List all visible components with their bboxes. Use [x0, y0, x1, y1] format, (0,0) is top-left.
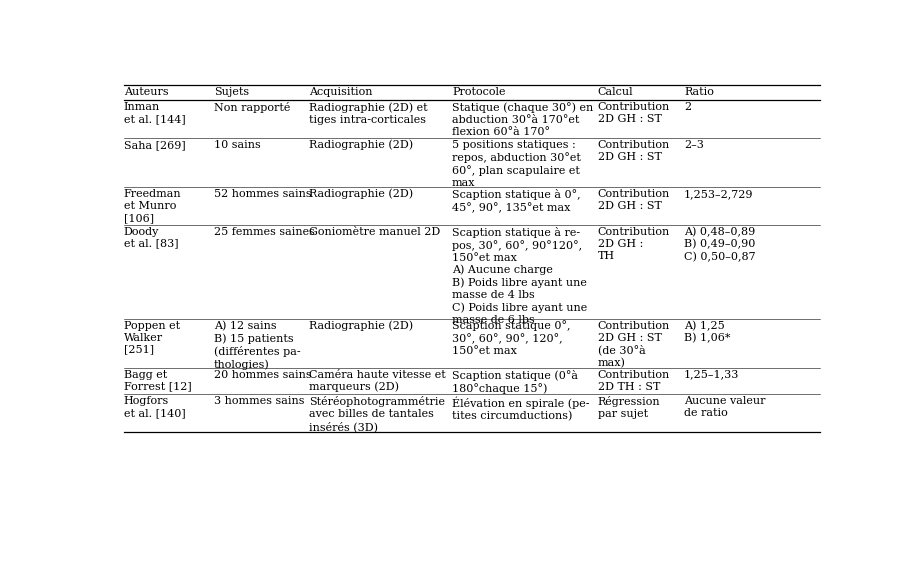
Text: A) 1,25
B) 1,06*: A) 1,25 B) 1,06* [684, 320, 730, 343]
Text: Bagg et
Forrest [12]: Bagg et Forrest [12] [123, 370, 192, 392]
Text: A) 12 sains
B) 15 patients
(différentes pa-
thologies): A) 12 sains B) 15 patients (différentes … [214, 320, 300, 369]
Text: 2–3: 2–3 [684, 140, 704, 150]
Text: Poppen et
Walker
[251]: Poppen et Walker [251] [123, 320, 180, 355]
Text: Saha [269]: Saha [269] [123, 140, 185, 150]
Text: 1,25–1,33: 1,25–1,33 [684, 370, 740, 380]
Text: Inman
et al. [144]: Inman et al. [144] [123, 102, 185, 124]
Text: 52 hommes sains: 52 hommes sains [214, 189, 311, 199]
Text: Radiographie (2D): Radiographie (2D) [309, 140, 414, 151]
Text: 2: 2 [684, 102, 691, 112]
Text: Radiographie (2D): Radiographie (2D) [309, 320, 414, 331]
Text: Contribution
2D GH : ST
(de 30°à
max): Contribution 2D GH : ST (de 30°à max) [598, 320, 670, 368]
Text: Contribution
2D GH :
TH: Contribution 2D GH : TH [598, 227, 670, 260]
Text: Acquisition: Acquisition [309, 88, 373, 98]
Text: Scaption statique 0°,
30°, 60°, 90°, 120°,
150°et max: Scaption statique 0°, 30°, 60°, 90°, 120… [452, 320, 570, 356]
Text: A) 0,48–0,89
B) 0,49–0,90
C) 0,50–0,87: A) 0,48–0,89 B) 0,49–0,90 C) 0,50–0,87 [684, 227, 755, 262]
Text: Contribution
2D TH : ST: Contribution 2D TH : ST [598, 370, 670, 392]
Text: Radiographie (2D): Radiographie (2D) [309, 189, 414, 199]
Text: Élévation en spirale (pe-
tites circumductions): Élévation en spirale (pe- tites circumdu… [452, 396, 589, 421]
Text: Protocole: Protocole [452, 88, 506, 98]
Text: Freedman
et Munro
[106]: Freedman et Munro [106] [123, 189, 181, 223]
Text: Radiographie (2D) et
tiges intra-corticales: Radiographie (2D) et tiges intra-cortica… [309, 102, 428, 125]
Text: Hogfors
et al. [140]: Hogfors et al. [140] [123, 396, 185, 418]
Text: Contribution
2D GH : ST: Contribution 2D GH : ST [598, 102, 670, 124]
Text: Doody
et al. [83]: Doody et al. [83] [123, 227, 179, 249]
Text: Régression
par sujet: Régression par sujet [598, 396, 660, 419]
Text: Ratio: Ratio [684, 88, 714, 98]
Text: Caméra haute vitesse et
marqueurs (2D): Caméra haute vitesse et marqueurs (2D) [309, 370, 446, 392]
Text: Aucune valeur
de ratio: Aucune valeur de ratio [684, 396, 765, 418]
Text: 3 hommes sains: 3 hommes sains [214, 396, 304, 406]
Text: Stéréophotogrammétrie
avec billes de tantales
insérés (3D): Stéréophotogrammétrie avec billes de tan… [309, 396, 445, 432]
Text: 5 positions statiques :
repos, abduction 30°et
60°, plan scapulaire et
max: 5 positions statiques : repos, abduction… [452, 140, 581, 188]
Text: Scaption statique à 0°,
45°, 90°, 135°et max: Scaption statique à 0°, 45°, 90°, 135°et… [452, 189, 580, 213]
Text: Non rapporté: Non rapporté [214, 102, 290, 113]
Text: Scaption statique (0°à
180°chaque 15°): Scaption statique (0°à 180°chaque 15°) [452, 370, 578, 394]
Text: 25 femmes saines: 25 femmes saines [214, 227, 314, 237]
Text: Auteurs: Auteurs [123, 88, 169, 98]
Text: Scaption statique à re-
pos, 30°, 60°, 90°120°,
150°et max
A) Aucune charge
B) P: Scaption statique à re- pos, 30°, 60°, 9… [452, 227, 588, 325]
Text: Goniomètre manuel 2D: Goniomètre manuel 2D [309, 227, 440, 237]
Text: Statique (chaque 30°) en
abduction 30°à 170°et
flexion 60°à 170°: Statique (chaque 30°) en abduction 30°à … [452, 102, 593, 137]
Text: 20 hommes sains: 20 hommes sains [214, 370, 311, 380]
Text: Contribution
2D GH : ST: Contribution 2D GH : ST [598, 140, 670, 162]
Text: Contribution
2D GH : ST: Contribution 2D GH : ST [598, 189, 670, 211]
Text: 1,253–2,729: 1,253–2,729 [684, 189, 753, 199]
Text: Calcul: Calcul [598, 88, 634, 98]
Text: 10 sains: 10 sains [214, 140, 261, 150]
Text: Sujets: Sujets [214, 88, 249, 98]
